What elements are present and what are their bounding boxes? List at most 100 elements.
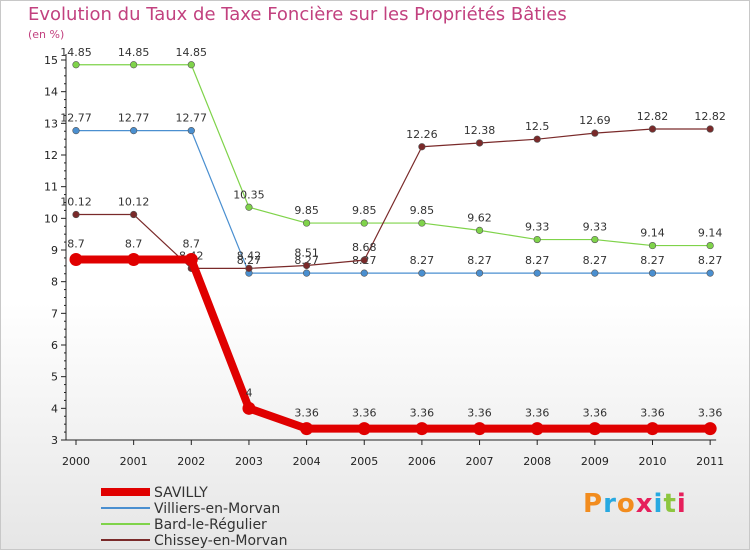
data-label: 3.36 [640,407,665,420]
legend-entry: Chissey-en-Morvan [154,533,288,549]
data-label: 4 [245,386,252,399]
x-tick-label: 2007 [466,455,494,468]
data-label: 8.7 [67,238,85,251]
data-point [303,261,311,270]
data-label: 12.77 [60,112,92,125]
data-point [360,256,368,264]
logo-letter: i [653,489,664,519]
x-tick-label: 2000 [62,455,90,468]
data-point [706,125,714,133]
data-label: 9.14 [640,227,665,240]
data-label: 8.27 [640,254,665,267]
data-point [415,422,429,436]
data-label: 12.38 [464,124,496,137]
y-tick-label: 13 [44,117,58,130]
data-point [184,253,198,266]
data-point [533,269,541,277]
data-label: 9.62 [467,211,492,224]
data-label: 3.36 [525,407,550,420]
series-line-bard-le-r-gulier [76,64,711,247]
logo-letter: r [603,489,617,519]
data-label: 8.27 [237,254,262,267]
data-label: 14.85 [118,46,150,59]
logo-letter: i [676,489,687,519]
x-tick-label: 2003 [235,455,263,468]
y-tick-label: 3 [51,434,58,447]
data-point [245,264,253,272]
x-tick-label: 2001 [120,455,148,468]
data-label: 3.36 [352,407,377,420]
data-label: 12.5 [525,120,550,133]
y-tick-label: 9 [51,244,58,257]
data-point [303,219,311,227]
data-point [130,210,138,219]
data-point [530,422,544,436]
data-point [130,127,138,135]
data-label: 3.36 [467,407,492,420]
data-label: 12.77 [118,112,150,125]
data-point [130,61,138,69]
data-label: 12.77 [176,112,208,125]
data-label: 3.36 [583,407,608,420]
x-tick-label: 2004 [293,455,321,468]
data-point [303,269,311,277]
data-label: 9.85 [294,204,319,217]
logo-letter: x [635,489,654,519]
data-label: 8.42 [237,249,262,262]
data-label: 12.69 [579,114,611,127]
data-point [648,241,657,250]
y-tick-label: 5 [51,371,58,384]
data-point [360,269,368,277]
series-line-villiers-en-morvan [76,130,711,274]
data-label: 9.85 [410,204,435,217]
y-unit-label: (en %) [28,28,65,41]
x-tick-label: 2002 [177,455,205,468]
proxiti-logo: Proxiti [583,489,687,519]
data-label: 10.35 [233,188,265,201]
data-point [360,219,368,227]
data-label: 9.85 [352,204,377,217]
data-point [245,203,253,211]
data-label: 9.33 [583,221,608,234]
data-point [591,129,599,137]
data-label: 12.82 [637,110,669,123]
x-tick-label: 2008 [523,455,551,468]
data-label: 14.85 [176,46,208,59]
x-tick-label: 2009 [581,455,609,468]
legend-entry: Bard-le-Régulier [154,517,267,533]
data-point [187,61,195,69]
series-line-savilly [76,255,711,433]
data-point [300,422,314,436]
series-line-chissey-en-morvan [76,128,711,269]
data-label: 8.68 [352,241,377,254]
data-point [533,235,541,244]
logo-letter: o [616,489,636,519]
y-tick-label: 11 [44,181,58,194]
data-point [591,269,599,277]
data-point [588,422,602,436]
data-point [72,61,80,69]
legend-entry: SAVILLY [154,485,208,501]
data-label: 10.12 [60,196,92,209]
data-label: 8.7 [125,238,143,251]
data-point [475,139,484,147]
data-label: 3.36 [698,407,723,420]
data-point [533,135,541,143]
data-point [706,241,714,250]
data-point [72,127,80,135]
data-point [357,422,371,436]
data-point [646,422,659,436]
data-label: 8.51 [294,247,319,260]
y-tick-label: 8 [51,276,58,289]
x-tick-label: 2005 [350,455,378,468]
data-point [473,422,487,436]
data-label: 3.36 [410,407,435,420]
data-label: 8.7 [183,238,201,251]
y-tick-label: 4 [51,402,58,415]
data-point [648,269,657,277]
data-label: 3.36 [294,407,319,420]
y-tick-label: 12 [44,149,58,162]
data-point [591,235,599,244]
